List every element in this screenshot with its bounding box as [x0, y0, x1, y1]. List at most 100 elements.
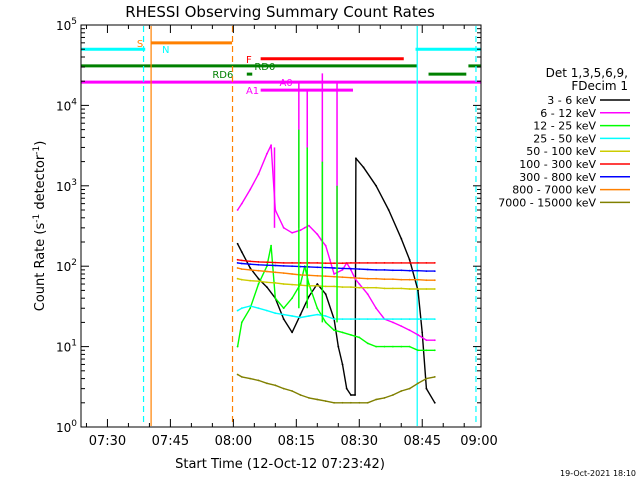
data-point: [240, 268, 243, 270]
data-point: [282, 262, 285, 264]
data-point: [270, 144, 272, 147]
data-point: [383, 278, 386, 281]
data-point: [400, 325, 403, 327]
data-point: [274, 271, 277, 274]
data-point: [383, 269, 386, 271]
data-point: [240, 262, 243, 265]
legend-entry-label: 7000 - 15000 keV: [498, 196, 596, 209]
data-point: [345, 387, 348, 390]
y-tick-base: 10: [56, 260, 71, 274]
data-point: [324, 262, 327, 265]
data-point: [400, 345, 403, 348]
footer-date: 19-Oct-2021 18:10: [560, 469, 636, 478]
data-point: [316, 313, 319, 316]
data-point: [387, 209, 390, 211]
data-point: [308, 262, 310, 264]
data-point: [291, 315, 293, 317]
data-point: [433, 318, 436, 320]
data-point: [400, 278, 403, 281]
data-point: [350, 334, 352, 336]
y-axis-label: Count Rate (s-1 detector-1): [32, 141, 48, 312]
data-point: [366, 277, 369, 280]
data-point: [362, 166, 365, 169]
data-point: [291, 331, 293, 334]
data-point: [291, 390, 293, 392]
y-tick-label: 104: [56, 97, 77, 113]
data-point: [236, 309, 239, 312]
data-point: [341, 331, 344, 334]
data-point: [266, 261, 268, 264]
data-point: [433, 401, 436, 404]
y-axis-label-end: detector: [33, 154, 48, 214]
data-point: [375, 277, 377, 280]
data-point: [333, 401, 335, 404]
data-point: [236, 345, 239, 348]
flag-label: A0: [280, 78, 293, 89]
data-point: [316, 307, 319, 310]
flag-label: S: [137, 39, 143, 50]
y-tick-exp: 0: [71, 419, 77, 429]
data-point: [316, 266, 319, 269]
legend-entry-label: 6 - 12 keV: [540, 107, 596, 120]
data-point: [274, 261, 277, 264]
data-point: [266, 382, 268, 385]
data-point: [333, 275, 335, 278]
data-point: [282, 387, 285, 390]
data-point: [350, 276, 352, 279]
legend-subheader: FDecim 1: [571, 79, 628, 93]
y-axis-label-main: Count Rate (s: [33, 223, 48, 312]
data-point: [341, 262, 344, 265]
y-tick-label: 101: [56, 339, 77, 355]
data-point: [240, 376, 243, 378]
data-point: [350, 286, 352, 288]
data-point: [366, 286, 369, 289]
data-point: [299, 229, 302, 232]
data-point: [341, 363, 344, 366]
data-point: [417, 318, 419, 320]
plot-frame: [80, 24, 482, 428]
data-point: [249, 260, 252, 263]
data-point: [392, 345, 394, 348]
data-point: [417, 278, 419, 281]
data-point: [400, 390, 403, 392]
data-point: [270, 244, 272, 247]
data-point: [240, 321, 243, 324]
data-point: [266, 152, 268, 155]
data-point: [291, 265, 293, 268]
data-point: [274, 384, 277, 387]
data-point: [358, 401, 361, 404]
data-point: [282, 318, 285, 320]
data-point: [383, 262, 386, 264]
data-point: [425, 270, 428, 272]
data-point: [236, 373, 239, 376]
y-tick-label: 102: [56, 258, 77, 274]
data-point: [408, 318, 411, 320]
series-line: [236, 157, 436, 404]
data-point: [316, 262, 319, 264]
data-point: [375, 262, 377, 264]
data-point: [417, 349, 419, 352]
data-point: [433, 349, 436, 352]
data-point: [329, 258, 331, 261]
data-point: [433, 262, 436, 264]
data-point: [375, 269, 377, 271]
data-point: [333, 262, 335, 265]
data-point: [308, 284, 310, 287]
data-point: [417, 269, 419, 272]
data-point: [358, 277, 361, 280]
data-point: [392, 321, 394, 324]
data-point: [408, 288, 411, 290]
data-point: [308, 315, 310, 317]
data-point: [257, 307, 260, 310]
data-point: [324, 400, 327, 402]
x-tick-label: 08:45: [404, 434, 441, 449]
data-point: [282, 313, 285, 316]
data-point: [324, 244, 327, 247]
data-point: [408, 345, 411, 348]
x-tick-label: 07:30: [89, 434, 126, 449]
y-tick-base: 10: [56, 19, 71, 33]
